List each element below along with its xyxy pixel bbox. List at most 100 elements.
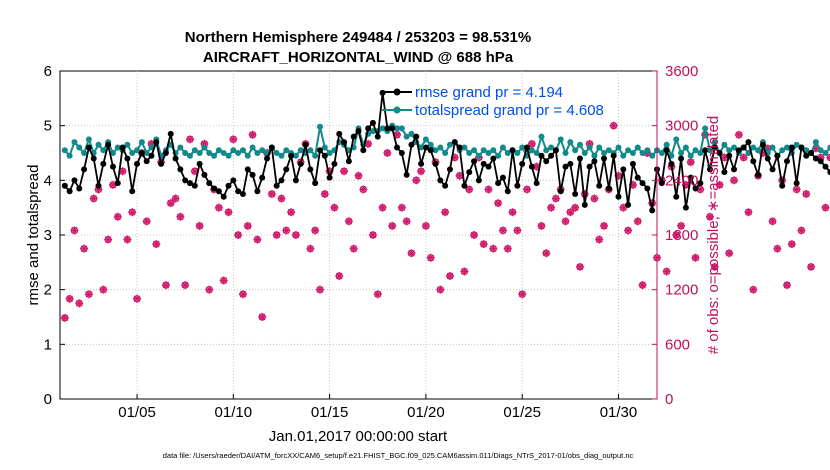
rmse-point <box>576 155 583 162</box>
totalspread-point <box>225 152 232 159</box>
rmse-point <box>76 185 83 192</box>
totalspread-point <box>495 152 502 159</box>
rmse-point <box>71 177 78 184</box>
obs-assimilated-marker <box>470 231 479 239</box>
totalspread-point <box>138 139 145 146</box>
obs-assimilated-marker <box>730 176 739 185</box>
x-axis-label: Jan.01,2017 00:00:00 start <box>269 428 448 445</box>
totalspread-point <box>196 150 203 156</box>
totalspread-point <box>61 147 68 154</box>
totalspread-point <box>95 141 102 148</box>
legend-totalspread-label: totalspread grand pr = 4.608 <box>415 102 604 119</box>
obs-assimilated-marker <box>229 135 238 144</box>
rmse-point <box>177 166 184 173</box>
totalspread-point <box>81 150 88 156</box>
rmse-point <box>143 158 150 165</box>
obs-assimilated-marker <box>436 285 445 294</box>
totalspread-point <box>71 139 78 146</box>
rmse-point <box>292 177 299 184</box>
obs-assimilated-marker <box>696 185 705 194</box>
totalspread-point <box>191 147 198 154</box>
totalspread-point <box>124 141 131 148</box>
totalspread-point <box>596 144 603 151</box>
obs-assimilated-marker <box>715 180 724 189</box>
totalspread-point <box>394 125 401 132</box>
obs-assimilated-marker <box>811 144 820 153</box>
rmse-point <box>422 144 429 151</box>
rmse-point <box>61 182 68 189</box>
y-tick-label: 3 <box>44 227 52 244</box>
totalspread-point <box>721 141 728 148</box>
rmse-point <box>557 188 564 195</box>
totalspread-point <box>220 150 227 156</box>
totalspread-point <box>211 152 218 159</box>
obs-assimilated-marker <box>638 281 647 290</box>
rmse-point <box>66 188 73 195</box>
rmse-point <box>735 147 742 154</box>
obs-assimilated-marker <box>253 235 262 244</box>
chart-subtitle: AIRCRAFT_HORIZONTAL_WIND @ 688 hPa <box>203 49 514 66</box>
totalspread-point <box>514 150 521 156</box>
axis-ticks: 01/05 01/10 01/15 01/20 01/25 01/30 0 1 2 3 4 5 6 0 60… <box>44 63 699 421</box>
obs-assimilated-marker <box>181 281 190 290</box>
obs-assimilated-marker <box>108 180 117 189</box>
obs-assimilated-marker <box>248 130 257 139</box>
obs-assimilated-marker <box>744 208 753 217</box>
totalspread-point <box>442 150 449 156</box>
rmse-point <box>499 174 506 181</box>
obs-assimilated-marker <box>484 185 493 194</box>
rmse-point <box>639 180 646 187</box>
totalspread-point <box>206 150 213 156</box>
obs-assimilated-marker <box>619 203 628 212</box>
obs-assimilated-marker <box>561 217 570 226</box>
obs-assimilated-marker <box>460 267 469 276</box>
rmse-point <box>788 144 795 151</box>
obs-assimilated-marker <box>686 158 695 167</box>
rmse-point <box>504 188 511 195</box>
obs-assimilated-marker <box>551 194 560 203</box>
totalspread-point <box>615 144 622 151</box>
totalspread-point <box>379 125 386 132</box>
rmse-point <box>812 155 819 162</box>
obs-assimilated-marker <box>426 253 435 262</box>
obs-assimilated-marker <box>725 249 734 258</box>
rmse-point <box>687 174 694 181</box>
totalspread-point <box>528 147 535 154</box>
rmse-point <box>822 163 829 170</box>
obs-assimilated-marker <box>128 208 137 217</box>
totalspread-point <box>572 147 579 154</box>
rmse-point <box>668 160 675 167</box>
totalspread-point <box>134 147 141 154</box>
obs-assimilated-marker <box>595 235 604 244</box>
legend-totalspread-marker <box>393 106 401 114</box>
rmse-point <box>658 180 665 187</box>
obs-assimilated-marker <box>807 262 816 271</box>
totalspread-point <box>581 150 588 156</box>
rmse-point <box>336 130 343 137</box>
rmse-point <box>779 182 786 189</box>
rmse-point <box>239 191 246 197</box>
rmse-point <box>490 155 497 162</box>
obs-assimilated-marker <box>368 231 377 239</box>
rmse-point <box>562 163 569 170</box>
x-tick-label: 01/10 <box>215 404 253 421</box>
totalspread-point <box>591 152 598 159</box>
rmse-point <box>808 150 815 156</box>
totalspread-point <box>567 139 574 146</box>
totalspread-point <box>538 133 545 140</box>
totalspread-point <box>687 152 694 159</box>
obs-assimilated-marker <box>166 199 175 208</box>
rmse-point <box>442 182 449 189</box>
obs-assimilated-marker <box>614 171 623 180</box>
totalspread-point <box>822 150 829 156</box>
rmse-point <box>634 174 641 181</box>
x-tick-label: 01/05 <box>118 404 156 421</box>
rmse-point <box>610 152 617 159</box>
rmse-point <box>215 188 222 195</box>
totalspread-point <box>702 125 709 132</box>
right-y-tick-label: 3000 <box>665 118 698 135</box>
rmse-point <box>793 180 800 187</box>
totalspread-point <box>283 147 290 154</box>
legend: rmse grand pr = 4.194 totalspread grand … <box>382 84 604 119</box>
totalspread-point <box>634 144 641 151</box>
